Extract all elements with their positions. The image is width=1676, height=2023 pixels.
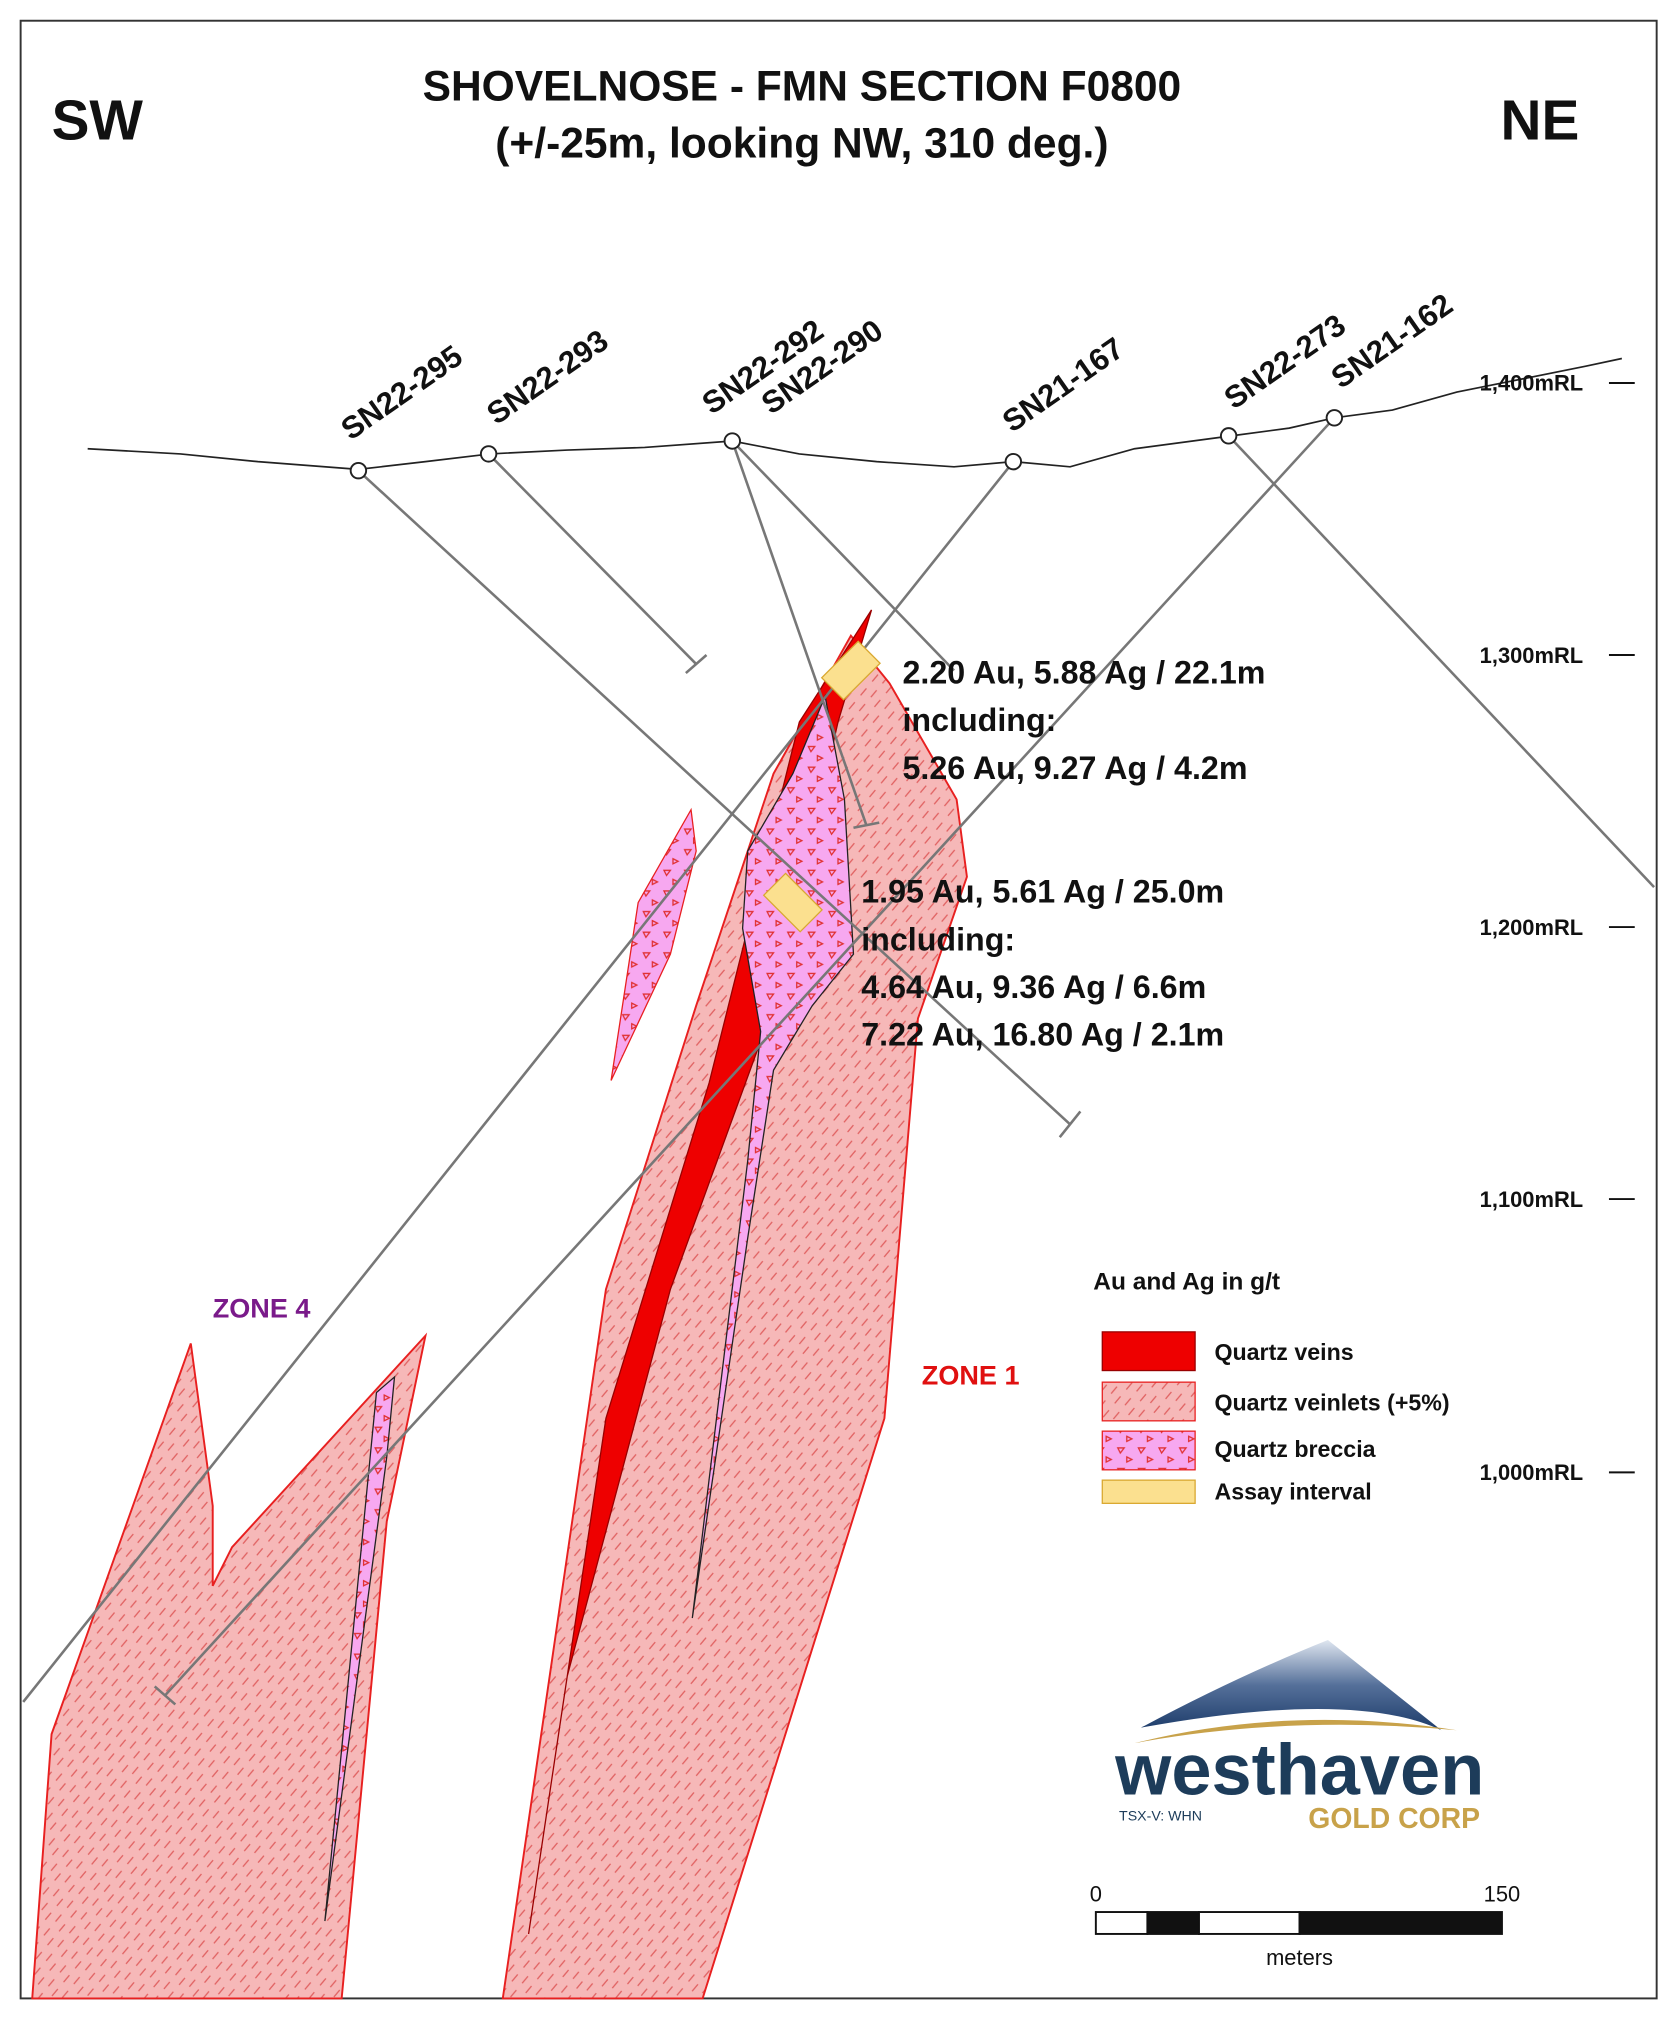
logo-swoosh bbox=[1134, 1719, 1457, 1744]
legend-swatch bbox=[1101, 1430, 1196, 1471]
zone-label: ZONE 1 bbox=[922, 1360, 1020, 1391]
legend-swatch bbox=[1101, 1331, 1196, 1372]
trace bbox=[1227, 434, 1656, 888]
legend-label: Quartz breccia bbox=[1214, 1436, 1376, 1462]
legend-label: Quartz veins bbox=[1214, 1339, 1353, 1365]
legend-label: Quartz veinlets (+5%) bbox=[1214, 1390, 1449, 1416]
intercept-text: including: bbox=[861, 921, 1015, 957]
zone4-breccia bbox=[324, 1375, 396, 1922]
elevation-label: 1,300mRL bbox=[1480, 643, 1583, 668]
topography bbox=[87, 357, 1623, 471]
collar bbox=[723, 432, 741, 450]
intercept-text: including: bbox=[902, 702, 1056, 738]
legend-label: Assay interval bbox=[1214, 1478, 1371, 1504]
scale-segment bbox=[1298, 1911, 1503, 1935]
assay-interval bbox=[762, 872, 823, 933]
direction-label: NE bbox=[1501, 89, 1580, 152]
direction-label: SW bbox=[52, 89, 144, 152]
title: SHOVELNOSE - FMN SECTION F0800 bbox=[423, 63, 1182, 111]
collar bbox=[479, 445, 498, 463]
scale-segment bbox=[1198, 1911, 1301, 1935]
trace bbox=[731, 440, 868, 826]
title: (+/-25m, looking NW, 310 deg.) bbox=[495, 119, 1108, 167]
elevation-label: 1,000mRL bbox=[1480, 1460, 1583, 1485]
trace-end bbox=[853, 821, 880, 830]
trace-end bbox=[1058, 1110, 1082, 1139]
legend-swatch bbox=[1101, 1479, 1196, 1504]
elevation-label: 1,100mRL bbox=[1480, 1187, 1583, 1212]
collar bbox=[349, 461, 368, 480]
scale-bar bbox=[1094, 1911, 1503, 1935]
collar bbox=[1219, 427, 1238, 445]
legend-title: Au and Ag in g/t bbox=[1093, 1268, 1280, 1295]
collar bbox=[1325, 409, 1344, 427]
logo-name: westhaven bbox=[1114, 1731, 1484, 1811]
elevation-label: 1,400mRL bbox=[1480, 371, 1583, 396]
legend-swatch bbox=[1101, 1381, 1196, 1422]
logo-ticker: TSX-V: WHN bbox=[1119, 1808, 1202, 1824]
trace-end bbox=[153, 1685, 177, 1706]
trace bbox=[487, 453, 698, 665]
trace bbox=[164, 416, 1336, 1697]
intercept-text: 4.64 Au, 9.36 Ag / 6.6m bbox=[861, 969, 1206, 1005]
trace-end bbox=[685, 654, 708, 675]
collars bbox=[349, 409, 1344, 480]
zone4-veinlets bbox=[31, 1332, 428, 2000]
intercept-text: 5.26 Au, 9.27 Ag / 4.2m bbox=[902, 750, 1247, 786]
elevation-label: 1,200mRL bbox=[1480, 915, 1583, 940]
intercept-text: 1.95 Au, 5.61 Ag / 25.0m bbox=[861, 874, 1224, 910]
zone-label: ZONE 4 bbox=[213, 1293, 311, 1324]
scale-label: 150 bbox=[1484, 1882, 1521, 1907]
scale-segment bbox=[1094, 1911, 1149, 1935]
logo-mountain bbox=[1140, 1640, 1442, 1731]
trace bbox=[357, 469, 1071, 1126]
logo-subtitle: GOLD CORP bbox=[1308, 1803, 1480, 1835]
intercept-text: 7.22 Au, 16.80 Ag / 2.1m bbox=[861, 1017, 1224, 1053]
scale-segment bbox=[1146, 1911, 1200, 1935]
intercept-text: 2.20 Au, 5.88 Ag / 22.1m bbox=[902, 654, 1265, 690]
trace bbox=[731, 440, 955, 672]
scale-unit: meters bbox=[1266, 1945, 1333, 1970]
assay-interval bbox=[820, 640, 881, 701]
scale-label: 0 bbox=[1090, 1882, 1102, 1907]
breccia-lens bbox=[610, 807, 697, 1081]
collar bbox=[1004, 452, 1023, 471]
